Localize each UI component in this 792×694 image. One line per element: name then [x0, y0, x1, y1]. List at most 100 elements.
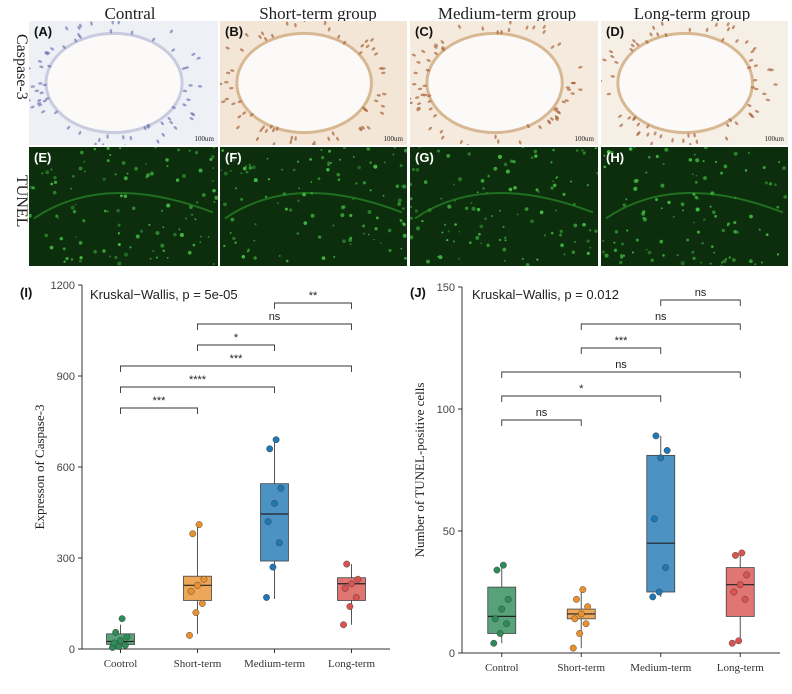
- panel-label: (G): [415, 150, 434, 165]
- column-title-short-term: Short-term group: [259, 4, 377, 23]
- data-point: [504, 595, 512, 603]
- chart-tunel: (J) 0 50 100 150 Number of TUNEL-positive cel…: [410, 282, 780, 674]
- data-point: [118, 615, 126, 623]
- data-point: [736, 581, 744, 589]
- panel-label: (H): [606, 150, 625, 165]
- row-label-tunel: TUNEL: [13, 175, 30, 228]
- ihc-image-0: (A) 100um: [29, 21, 218, 145]
- data-point: [491, 615, 499, 623]
- data-point: [579, 586, 587, 593]
- data-point: [490, 639, 498, 647]
- significance-label: ns: [615, 359, 627, 371]
- data-point: [263, 594, 270, 601]
- significance-bracket: [580, 323, 741, 330]
- data-point: [343, 560, 351, 568]
- tunel-image-0: (E): [29, 147, 218, 266]
- data-point: [649, 593, 657, 601]
- box: [260, 483, 289, 562]
- data-point: [200, 575, 208, 583]
- data-point: [123, 633, 131, 641]
- data-point: [121, 641, 129, 649]
- panel-label: (F): [225, 150, 242, 165]
- data-point: [272, 436, 280, 444]
- tunel-image-2: (G): [410, 147, 598, 266]
- data-point: [275, 539, 283, 547]
- significance-label: ***: [153, 395, 167, 407]
- data-point: [110, 639, 118, 647]
- data-point: [194, 581, 201, 589]
- data-point: [266, 445, 274, 453]
- panel-label: (C): [415, 24, 434, 39]
- tunel-image-3: (H): [601, 147, 788, 266]
- significance-bracket: [120, 386, 275, 393]
- data-point: [743, 571, 751, 579]
- data-point: [569, 644, 577, 652]
- y-tick-label: 900: [57, 371, 75, 383]
- data-point: [652, 432, 660, 440]
- significance-bracket: [501, 419, 582, 426]
- significance-label: *: [234, 332, 239, 344]
- data-point: [741, 595, 749, 603]
- data-point: [493, 566, 501, 574]
- data-point: [571, 615, 579, 623]
- data-point: [354, 575, 362, 583]
- significance-label: *: [579, 383, 584, 395]
- x-tick-label: Medium-term: [630, 662, 692, 674]
- scale-bar-label: 100um: [383, 135, 403, 143]
- significance-bracket: [120, 407, 198, 414]
- column-title-control: Contral: [104, 4, 156, 23]
- column-title-medium-term: Medium-term group: [437, 4, 577, 23]
- data-point: [576, 630, 584, 637]
- x-tick-label: Short-term: [174, 658, 222, 670]
- y-tick-label: 100: [437, 404, 455, 416]
- x-tick-label: Control: [485, 662, 519, 674]
- data-point: [584, 603, 592, 611]
- y-axis-label: Number of TUNEL-positive cells: [412, 383, 427, 558]
- significance-bracket: [120, 365, 352, 372]
- significance-bracket: [197, 323, 352, 330]
- data-point: [503, 620, 510, 628]
- data-point: [340, 621, 347, 629]
- y-tick-label: 0: [69, 644, 75, 656]
- data-point: [657, 454, 665, 462]
- data-point: [117, 637, 124, 644]
- ihc-image-1: (B) 100um: [220, 21, 407, 145]
- data-point: [112, 628, 120, 636]
- panel-label: (D): [606, 24, 625, 39]
- data-point: [352, 594, 360, 601]
- y-tick-label: 600: [57, 462, 75, 474]
- significance-label: ns: [695, 287, 707, 299]
- significance-label: ****: [189, 374, 207, 386]
- data-point: [346, 603, 354, 610]
- significance-label: ns: [536, 407, 548, 419]
- data-point: [271, 499, 278, 507]
- significance-bracket: [580, 347, 662, 354]
- x-tick-label: Long-term: [717, 662, 764, 674]
- data-point: [582, 620, 590, 628]
- x-tick-label: Cootrol: [104, 658, 138, 670]
- y-tick-label: 300: [57, 553, 75, 565]
- panel-label: (B): [225, 24, 244, 39]
- data-point: [277, 484, 285, 492]
- data-point: [498, 605, 506, 613]
- chart-caspase3: (I) 0 300 600 900 1200 Expresson of Caspase-3 K…: [20, 280, 390, 670]
- data-point: [198, 600, 206, 607]
- significance-bracket: [501, 371, 741, 378]
- data-point: [663, 447, 671, 454]
- data-point: [496, 630, 504, 637]
- significance-bracket: [274, 302, 352, 309]
- data-point: [735, 637, 743, 645]
- data-point: [662, 564, 669, 571]
- significance-label: ***: [615, 335, 629, 347]
- data-point: [738, 549, 746, 557]
- data-point: [187, 587, 195, 595]
- row-label-caspase3: Caspase-3: [13, 34, 30, 100]
- data-point: [192, 609, 200, 616]
- data-point: [573, 595, 580, 603]
- significance-bracket: [501, 395, 662, 402]
- test-annotation: Kruskal−Wallis, p = 5e-05: [90, 287, 238, 302]
- data-point: [732, 551, 739, 559]
- chart-panel-label: (J): [410, 285, 426, 300]
- y-tick-label: 0: [449, 648, 455, 660]
- panel-label: (E): [34, 150, 52, 165]
